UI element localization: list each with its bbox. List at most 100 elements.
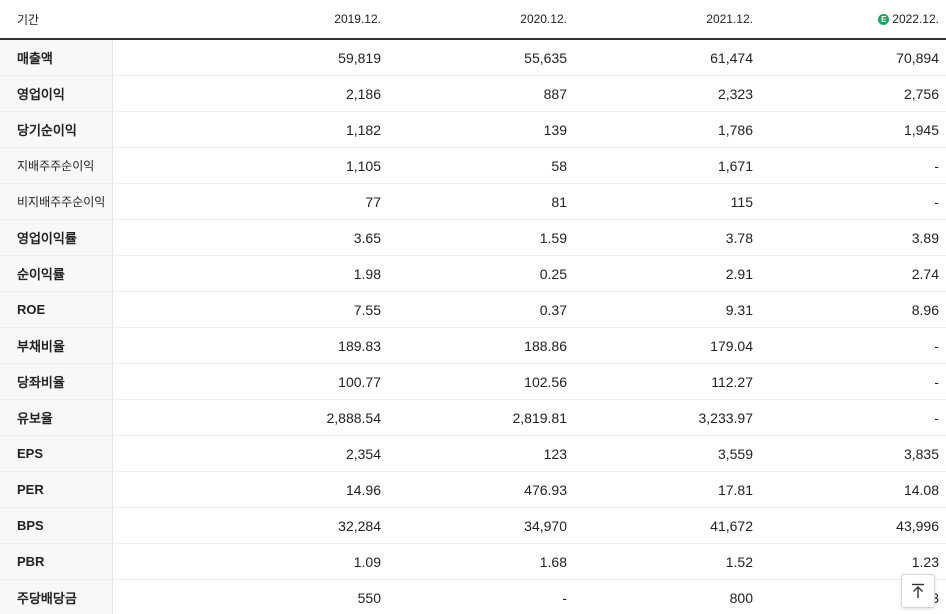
row-label: 순이익률 <box>0 255 113 292</box>
row-label: EPS <box>0 435 113 472</box>
table-cell: - <box>760 363 946 400</box>
table-cell: - <box>388 579 574 614</box>
row-label: 당기순이익 <box>0 111 113 148</box>
table-cell: 179.04 <box>574 327 760 364</box>
table-cell: 115 <box>574 183 760 220</box>
table-cell: 550 <box>112 579 388 614</box>
table-cell: 123 <box>388 435 574 472</box>
row-label: ROE <box>0 291 113 328</box>
table-cell: - <box>760 147 946 184</box>
table-cell: 1,105 <box>112 147 388 184</box>
table-cell: 43,996 <box>760 507 946 544</box>
table-cell: 1,671 <box>574 147 760 184</box>
table-cell: 61,474 <box>574 39 760 76</box>
table-cell: 1,182 <box>112 111 388 148</box>
table-cell: 3.89 <box>760 219 946 256</box>
table-cell: 3,835 <box>760 435 946 472</box>
table-cell: 1.23 <box>760 543 946 580</box>
row-label: 유보율 <box>0 399 113 436</box>
table-cell: 2,323 <box>574 75 760 112</box>
table-row-bps: BPS 32,284 34,970 41,672 43,996 <box>0 507 946 544</box>
table-row-roe: ROE 7.55 0.37 9.31 8.96 <box>0 291 946 328</box>
table-cell: - <box>760 327 946 364</box>
table-cell: 102.56 <box>388 363 574 400</box>
year-header-2019: 2019.12. <box>112 0 388 40</box>
table-cell: 9.31 <box>574 291 760 328</box>
year-header-2022-label: 2022.12. <box>892 12 939 26</box>
table-cell: 17.81 <box>574 471 760 508</box>
table-cell: 1,786 <box>574 111 760 148</box>
table-row-net-income: 당기순이익 1,182 139 1,786 1,945 <box>0 111 946 148</box>
table-cell: 3,559 <box>574 435 760 472</box>
table-cell: 1.52 <box>574 543 760 580</box>
header-row: 기간 2019.12. 2020.12. 2021.12. E 2022.12. <box>0 0 946 40</box>
table-cell: 0.25 <box>388 255 574 292</box>
table-cell: 14.08 <box>760 471 946 508</box>
table-cell: 81 <box>388 183 574 220</box>
row-label: 부채비율 <box>0 327 113 364</box>
table-cell: 2.74 <box>760 255 946 292</box>
row-label: BPS <box>0 507 113 544</box>
table-cell: 112.27 <box>574 363 760 400</box>
table-cell: 1.68 <box>388 543 574 580</box>
row-label: 주당배당금 <box>0 579 113 614</box>
table-cell: 7.55 <box>112 291 388 328</box>
row-label: 영업이익률 <box>0 219 113 256</box>
table-cell: 34,970 <box>388 507 574 544</box>
table-cell: 188.86 <box>388 327 574 364</box>
table-row-dividend-per-share: 주당배당금 550 - 800 3 <box>0 579 946 614</box>
table-cell: - <box>760 183 946 220</box>
table-cell: 3.65 <box>112 219 388 256</box>
row-label: PBR <box>0 543 113 580</box>
table-cell: 3.78 <box>574 219 760 256</box>
table-row-net-margin: 순이익률 1.98 0.25 2.91 2.74 <box>0 255 946 292</box>
table-cell: 2,888.54 <box>112 399 388 436</box>
arrow-up-to-line-icon <box>912 583 924 598</box>
table-cell: 59,819 <box>112 39 388 76</box>
table-cell: 0.37 <box>388 291 574 328</box>
table-cell: 3,233.97 <box>574 399 760 436</box>
scroll-to-top-button[interactable] <box>901 574 935 608</box>
table-cell: 8.96 <box>760 291 946 328</box>
table-cell: 476.93 <box>388 471 574 508</box>
table-cell: 2,186 <box>112 75 388 112</box>
table-row-operating-profit: 영업이익 2,186 887 2,323 2,756 <box>0 75 946 112</box>
table-cell: 41,672 <box>574 507 760 544</box>
year-header-2021: 2021.12. <box>574 0 760 40</box>
table-cell: 58 <box>388 147 574 184</box>
table-row-reserve-ratio: 유보율 2,888.54 2,819.81 3,233.97 - <box>0 399 946 436</box>
table-cell: 2,819.81 <box>388 399 574 436</box>
period-header: 기간 <box>0 0 112 40</box>
table-cell: 1,945 <box>760 111 946 148</box>
table-cell: 14.96 <box>112 471 388 508</box>
table-row-debt-ratio: 부채비율 189.83 188.86 179.04 - <box>0 327 946 364</box>
table-row-revenue: 매출액 59,819 55,635 61,474 70,894 <box>0 39 946 76</box>
table-row-eps: EPS 2,354 123 3,559 3,835 <box>0 435 946 472</box>
table-cell: 100.77 <box>112 363 388 400</box>
table-row-per: PER 14.96 476.93 17.81 14.08 <box>0 471 946 508</box>
row-label: PER <box>0 471 113 508</box>
row-label: 당좌비율 <box>0 363 113 400</box>
year-header-2020: 2020.12. <box>388 0 574 40</box>
table-cell: 1.09 <box>112 543 388 580</box>
row-label: 비지배주주순이익 <box>0 183 113 220</box>
row-label: 지배주주순이익 <box>0 147 113 184</box>
table-cell: 1.59 <box>388 219 574 256</box>
estimate-badge-icon: E <box>878 14 890 25</box>
table-row-noncontrolling-net-income: 비지배주주순이익 77 81 115 - <box>0 183 946 220</box>
table-row-controlling-net-income: 지배주주순이익 1,105 58 1,671 - <box>0 147 946 184</box>
row-label: 매출액 <box>0 39 113 76</box>
table-cell: 2,756 <box>760 75 946 112</box>
table-row-operating-margin: 영업이익률 3.65 1.59 3.78 3.89 <box>0 219 946 256</box>
table-cell: 77 <box>112 183 388 220</box>
table-cell: 70,894 <box>760 39 946 76</box>
year-header-2022: E 2022.12. <box>760 0 946 40</box>
table-cell: 2.91 <box>574 255 760 292</box>
table-cell: 2,354 <box>112 435 388 472</box>
table-cell: 887 <box>388 75 574 112</box>
table-row-quick-ratio: 당좌비율 100.77 102.56 112.27 - <box>0 363 946 400</box>
table-cell: 1.98 <box>112 255 388 292</box>
row-label: 영업이익 <box>0 75 113 112</box>
table-cell: 32,284 <box>112 507 388 544</box>
